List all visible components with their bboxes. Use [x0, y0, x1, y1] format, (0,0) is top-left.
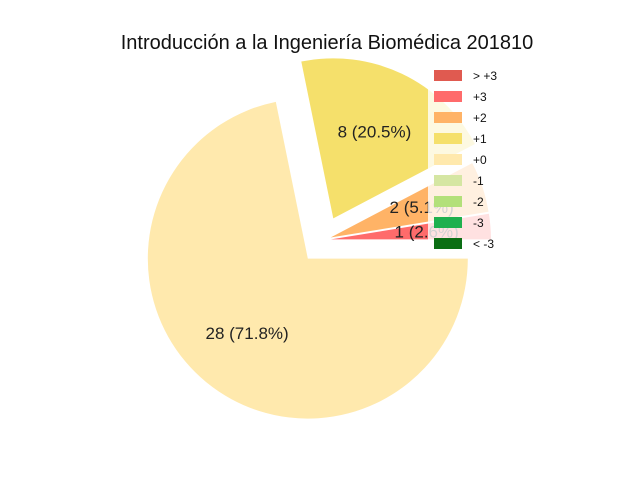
legend-swatch	[434, 196, 462, 207]
legend-label: +3	[473, 90, 487, 104]
legend-label: +2	[473, 111, 487, 125]
legend-swatch	[434, 217, 462, 228]
legend-label: -1	[473, 174, 484, 188]
legend-swatch	[434, 175, 462, 186]
legend: > +3 +3 +2 +1 +0 -1 -2 -3 < -3	[428, 64, 508, 257]
legend-label: -3	[473, 216, 484, 230]
legend-swatch	[434, 112, 462, 123]
legend-label: < -3	[473, 237, 494, 251]
legend-label: > +3	[473, 69, 497, 83]
chart-title: Introducción a la Ingeniería Biomédica 2…	[121, 32, 534, 54]
legend-swatch	[434, 70, 462, 81]
legend-swatch	[434, 133, 462, 144]
legend-swatch	[434, 91, 462, 102]
slice-data-label: 28 (71.8%)	[206, 324, 289, 343]
legend-label: +0	[473, 153, 487, 167]
pie-slice-3	[147, 101, 468, 419]
legend-swatch	[434, 238, 462, 249]
legend-label: -2	[473, 195, 484, 209]
legend-label: +1	[473, 132, 487, 146]
slice-data-label: 8 (20.5%)	[338, 123, 412, 142]
legend-swatch	[434, 154, 462, 165]
